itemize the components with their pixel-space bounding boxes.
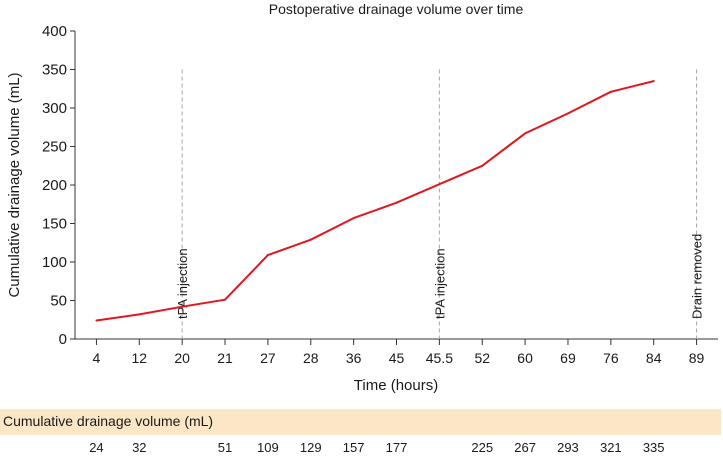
annotation-label: tPA injection xyxy=(432,248,447,319)
series xyxy=(95,80,655,322)
x-tick-label: 89 xyxy=(689,350,705,366)
x-axis-label: Time (hours) xyxy=(354,377,438,394)
x-tick-label: 52 xyxy=(474,350,490,366)
x-ticks: 4 12 20 21 27 28 36 45 45.5 52 60 69 76 84 89 xyxy=(93,339,705,366)
table-cell: 293 xyxy=(557,440,579,455)
drainage-chart: Postoperative drainage volume over time … xyxy=(6,1,718,394)
data-point xyxy=(481,164,484,167)
table-cell: 51 xyxy=(217,440,233,455)
y-tick-label: 350 xyxy=(42,62,67,79)
x-tick-label: 45 xyxy=(389,350,405,366)
data-point xyxy=(138,313,141,316)
y-tick-label: 200 xyxy=(42,177,67,194)
x-tick-label: 84 xyxy=(646,350,662,366)
x-tick-label: 12 xyxy=(132,350,148,366)
y-tick-label: 0 xyxy=(59,331,67,348)
x-tick-label: 28 xyxy=(303,350,319,366)
y-tick-label: 150 xyxy=(42,216,67,233)
x-tick-label: 45.5 xyxy=(426,350,453,366)
x-tick-label: 4 xyxy=(93,350,101,366)
x-tick-label: 21 xyxy=(217,350,233,366)
table-cell: 335 xyxy=(642,440,665,455)
table-cell: 225 xyxy=(471,440,494,455)
table-title: Cumulative drainage volume (mL) xyxy=(3,413,214,429)
data-point xyxy=(609,90,612,93)
y-tick-label: 400 xyxy=(42,23,67,40)
x-tick-label: 20 xyxy=(174,350,190,366)
data-point xyxy=(95,319,98,322)
table-cell: 267 xyxy=(514,440,536,455)
series-line xyxy=(96,80,654,322)
x-tick-label: 76 xyxy=(603,350,619,366)
data-point xyxy=(524,132,527,135)
y-tick-label: 250 xyxy=(42,139,67,156)
y-tick-label: 50 xyxy=(50,293,67,310)
x-tick-label: 69 xyxy=(560,350,576,366)
table-cell: 157 xyxy=(342,440,365,455)
data-point xyxy=(224,298,227,301)
table-values-row: 24 32 51 109 129 157 177 225 267 293 321 335 xyxy=(0,440,723,456)
data-point xyxy=(309,238,312,241)
table-cell: 177 xyxy=(385,440,408,455)
y-tick-label: 300 xyxy=(42,100,67,117)
data-point xyxy=(395,201,398,204)
data-point xyxy=(266,254,269,257)
table-cell: 32 xyxy=(132,440,147,455)
chart-title: Postoperative drainage volume over time xyxy=(269,1,524,17)
data-point xyxy=(352,217,355,220)
x-tick-label: 36 xyxy=(346,350,362,366)
x-tick-label: 27 xyxy=(260,350,276,366)
y-ticks: 0 50 100 150 200 250 300 350 400 xyxy=(42,23,75,348)
data-point xyxy=(566,112,569,115)
table-cell: 129 xyxy=(299,440,322,455)
y-tick-label: 100 xyxy=(42,254,67,271)
annotations: tPA injection tPA injection Drain removed xyxy=(175,69,705,339)
table-header-band xyxy=(0,409,721,435)
y-axis-label: Cumulative drainage volume (mL) xyxy=(6,72,23,297)
x-tick-label: 60 xyxy=(517,350,533,366)
table-cell: 24 xyxy=(89,440,104,455)
annotation-label: Drain removed xyxy=(690,234,705,319)
table-cell: 109 xyxy=(257,440,279,455)
annotation-label: tPA injection xyxy=(175,248,190,319)
axes xyxy=(74,31,718,340)
table-cell: 321 xyxy=(599,440,622,455)
data-point xyxy=(652,80,655,83)
